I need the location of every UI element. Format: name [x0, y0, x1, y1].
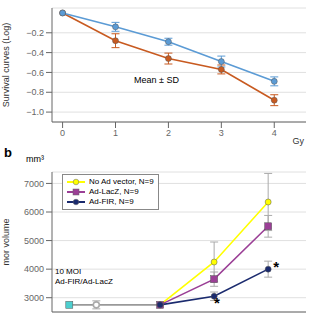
svg-text:4000: 4000 — [24, 264, 44, 274]
svg-text:Gy: Gy — [292, 136, 304, 146]
svg-text:3000: 3000 — [24, 293, 44, 303]
html-text:10 MOI Ad-FIR/Ad-LacZ: 10 MOI Ad-FIR/Ad-LacZ — [55, 267, 113, 287]
svg-text:−1.0: −1.0 — [26, 107, 44, 117]
html-text:Ad-LacZ, N=9: Ad-LacZ, N=9 — [89, 187, 139, 196]
svg-text:0: 0 — [60, 128, 65, 138]
svg-text:1: 1 — [113, 128, 118, 138]
svg-text:mor volume: mor volume — [8, 218, 11, 265]
svg-text:Mean ± SD: Mean ± SD — [134, 75, 179, 85]
svg-text:*: * — [273, 258, 279, 275]
svg-text:*: * — [214, 294, 220, 311]
html-text:Ad-FIR, N=9: Ad-FIR, N=9 — [89, 197, 134, 206]
html-text:b: b — [4, 145, 12, 160]
svg-text:−0.6: −0.6 — [26, 68, 44, 78]
svg-text:Survival curves (Log): Survival curves (Log) — [8, 23, 11, 108]
svg-text:−0.2: −0.2 — [26, 28, 44, 38]
svg-text:3: 3 — [219, 128, 224, 138]
svg-text:5000: 5000 — [24, 236, 44, 246]
svg-text:4: 4 — [272, 128, 277, 138]
svg-text:2: 2 — [166, 128, 171, 138]
svg-text:6000: 6000 — [24, 207, 44, 217]
svg-text:−0.8: −0.8 — [26, 87, 44, 97]
svg-text:7000: 7000 — [24, 179, 44, 189]
html-text:mm³: mm³ — [26, 154, 44, 164]
svg-text:−0.4: −0.4 — [26, 48, 44, 58]
html-text:No Ad vector, N=9: No Ad vector, N=9 — [89, 177, 154, 186]
